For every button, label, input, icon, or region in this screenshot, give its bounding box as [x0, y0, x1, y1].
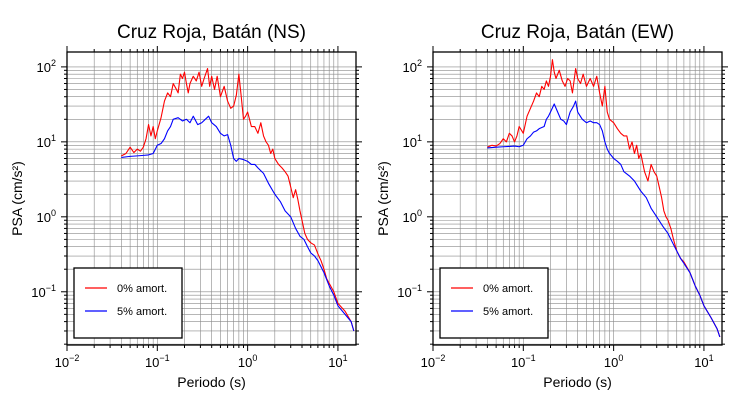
- chart-0-ylabel: PSA (cm/s²): [9, 161, 25, 236]
- chart-0-legend-label-0: 0% amort.: [117, 283, 167, 295]
- chart-1-panel: Cruz Roja, Batán (EW) 10−2 10−1 100 101 10−1 1…: [375, 22, 728, 390]
- chart-0-ticks: [61, 46, 362, 351]
- chart-0-legend-label-1: 5% amort.: [117, 306, 167, 318]
- chart-0-xlabel: Periodo (s): [177, 374, 245, 390]
- chart-1-xtick-label: 10−1: [511, 353, 536, 370]
- chart-0-ytick-label: 10−1: [31, 283, 56, 300]
- chart-1-ytick-label: 100: [403, 208, 422, 225]
- chart-0-title: Cruz Roja, Batán (NS): [117, 22, 306, 43]
- chart-0-grid: [66, 52, 356, 345]
- chart-1-title: Cruz Roja, Batán (EW): [481, 22, 674, 43]
- chart-1-legend-box: [439, 267, 549, 339]
- chart-0-ytick-label: 100: [37, 208, 56, 225]
- chart-1-legend-label-1: 5% amort.: [483, 306, 533, 318]
- chart-0-xtick-label: 100: [238, 353, 257, 370]
- chart-1-xtick-label: 10−2: [421, 353, 446, 370]
- chart-1-xlabel: Periodo (s): [543, 374, 611, 390]
- chart-1-legend: 0% amort. 5% amort.: [439, 267, 549, 339]
- chart-1-legend-label-0: 0% amort.: [483, 283, 533, 295]
- chart-1-series-1-line: [487, 100, 721, 338]
- chart-1-ticks: [427, 46, 728, 351]
- chart-0-xtick-label: 101: [328, 353, 347, 370]
- chart-1-xtick-label: 101: [694, 353, 713, 370]
- chart-0-xtick-label: 10−1: [145, 353, 170, 370]
- chart-1-ytick-label: 10−1: [397, 283, 422, 300]
- chart-0-panel: Cruz Roja, Batán (NS) 10−2 10−1 100 101 10−1 1…: [9, 22, 362, 390]
- chart-1-series-0-line: [487, 59, 721, 338]
- chart-0-series-1-line: [121, 115, 355, 332]
- chart-1-ytick-label: 101: [403, 133, 422, 150]
- chart-0-series-0-line: [121, 68, 355, 332]
- chart-0-ytick-label: 102: [37, 58, 56, 75]
- chart-0-legend: 0% amort. 5% amort.: [73, 267, 183, 339]
- chart-0-ytick-label: 101: [37, 133, 56, 150]
- chart-1-ytick-label: 102: [403, 58, 422, 75]
- chart-0-xtick-label: 10−2: [55, 353, 80, 370]
- chart-1-ylabel: PSA (cm/s²): [375, 161, 391, 236]
- chart-0-legend-box: [73, 267, 183, 339]
- chart-1-xtick-label: 100: [604, 353, 623, 370]
